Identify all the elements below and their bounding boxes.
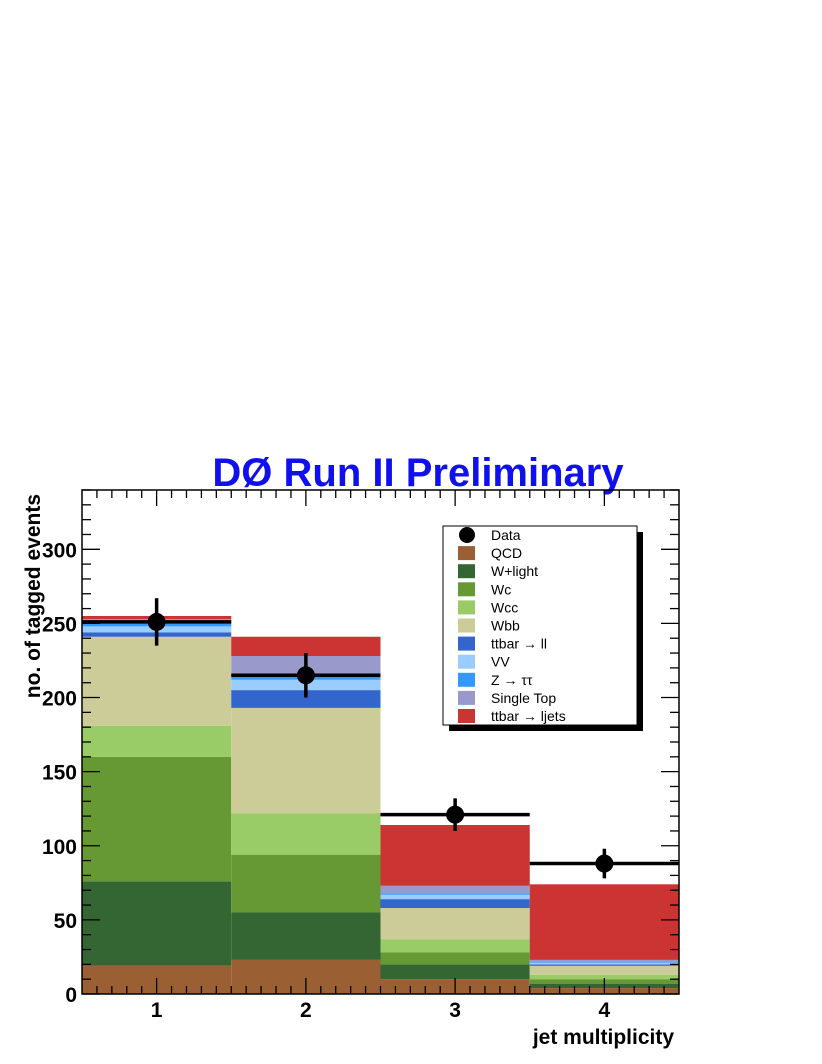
bar-segment-6-bin-3	[380, 899, 530, 909]
bar-segment-8-bin-3	[380, 893, 530, 895]
legend-label: ttbar → ljets	[491, 708, 566, 724]
bar-segment-10-bin-2	[231, 636, 381, 657]
bar-segment-10-bin-4	[529, 884, 679, 960]
plot-frame	[81, 489, 680, 995]
bar-segment-3-bin-1	[82, 756, 232, 882]
legend-label: Single Top	[491, 690, 556, 706]
bar-segment-4-bin-1	[82, 725, 232, 757]
x-tick-label: 1	[151, 999, 163, 1022]
bar-segment-2-bin-2	[231, 912, 381, 960]
y-tick-label: 200	[42, 688, 77, 711]
x-tick-label: 2	[300, 999, 312, 1022]
data-point-3	[446, 805, 465, 824]
bar-segment-5-bin-2	[231, 707, 381, 814]
bar-segment-5-bin-3	[380, 908, 530, 940]
bar-segment-2-bin-3	[380, 964, 530, 980]
legend-swatch	[458, 709, 475, 723]
bar-segment-3-bin-2	[231, 854, 381, 913]
bar-segment-4-bin-3	[380, 939, 530, 953]
bar-segment-5-bin-4	[529, 965, 679, 975]
y-tick-label: 50	[54, 910, 77, 933]
bar-segment-4-bin-2	[231, 813, 381, 855]
legend-swatch	[458, 618, 475, 633]
legend-label: Data	[491, 527, 521, 543]
x-tick-label: 3	[449, 999, 461, 1022]
bar-segment-5-bin-1	[82, 636, 232, 726]
data-point-1	[147, 612, 166, 631]
bar-segment-6-bin-4	[529, 964, 679, 966]
data-point-4	[595, 854, 614, 873]
y-axis-label: no. of tagged events	[22, 494, 45, 698]
legend-swatch	[458, 690, 475, 705]
legend-marker-data	[459, 527, 475, 543]
x-axis-label: jet multiplicity	[532, 1026, 675, 1049]
legend-label: VV	[491, 654, 510, 670]
bar-segment-7-bin-3	[380, 894, 530, 900]
legend-label: Wc	[491, 581, 511, 597]
legend-swatch	[458, 672, 475, 687]
axes: 0 50 100 150 200 250 300 1 2 3 4	[42, 489, 679, 1022]
legend-label: QCD	[491, 545, 522, 561]
bar-segment-9-bin-3	[380, 885, 530, 894]
legend-swatch	[458, 636, 475, 651]
chart-title: DØ Run II Preliminary	[212, 451, 624, 495]
data-point-2	[296, 666, 315, 685]
y-tick-label: 300	[42, 539, 77, 562]
data-points	[82, 598, 679, 879]
bar-segment-6-bin-2	[231, 690, 381, 708]
bar-segment-2-bin-1	[82, 881, 232, 966]
bar-segment-4-bin-4	[529, 974, 679, 980]
bar-segment-3-bin-3	[380, 952, 530, 965]
legend-label: ttbar → ll	[491, 636, 547, 652]
bar-segment-8-bin-4	[529, 962, 679, 963]
legend-label: Wcc	[491, 599, 518, 615]
legend-swatch	[458, 582, 475, 597]
legend-label: Wbb	[491, 618, 520, 634]
y-tick-label: 150	[42, 762, 77, 785]
legend-swatch	[458, 654, 475, 669]
legend-label: Z → ττ	[491, 672, 533, 688]
legend-swatch	[458, 564, 475, 579]
y-tick-label: 100	[42, 836, 77, 859]
legend-label: W+light	[491, 563, 538, 579]
y-tick-label: 0	[65, 984, 77, 1007]
bar-segment-10-bin-3	[380, 825, 530, 886]
x-tick-label: 4	[599, 999, 611, 1022]
legend-swatch	[458, 546, 475, 561]
bar-segment-9-bin-4	[529, 959, 679, 963]
legend-box	[442, 525, 638, 726]
legend: Data QCD W+light Wc Wcc Wbb ttbar → ll VV Z → ττ…	[442, 525, 643, 731]
bar-segment-7-bin-4	[529, 962, 679, 965]
y-tick-label: 250	[42, 613, 77, 636]
legend-swatch	[458, 600, 475, 615]
stacked-bars	[82, 616, 679, 994]
